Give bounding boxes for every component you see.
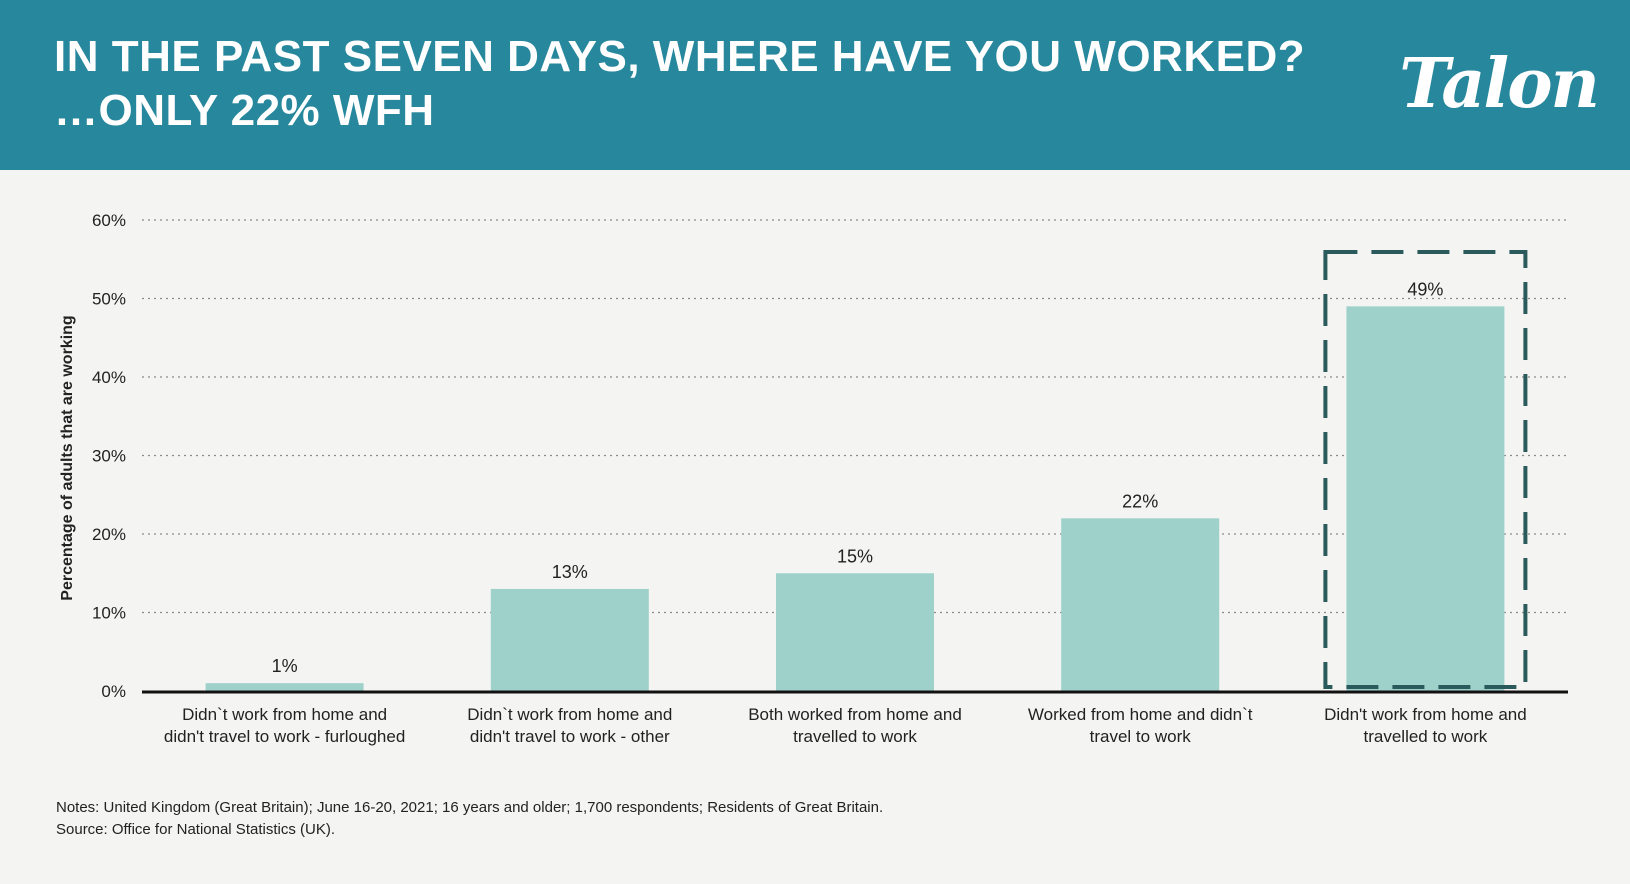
y-axis-ticks: 0% 10% 20% 30% 40% 50% 60% [92, 211, 126, 701]
x-tick-label: Both worked from home and [748, 705, 962, 724]
bar-value-label: 15% [837, 546, 873, 566]
chart-title-line-1: IN THE PAST SEVEN DAYS, WHERE HAVE YOU W… [54, 32, 1306, 81]
y-tick-label: 60% [92, 211, 126, 230]
bar-value-label: 49% [1407, 279, 1443, 299]
x-tick-label: Didn't work from home and [1324, 705, 1527, 724]
talon-logo: Talon [1399, 44, 1600, 124]
bar [1346, 306, 1505, 691]
x-tick-label: travelled to work [793, 727, 917, 746]
y-tick-label: 20% [92, 525, 126, 544]
x-tick-label: didn't travel to work - furloughed [164, 727, 405, 746]
bar [1061, 518, 1220, 691]
bar-value-label: 13% [552, 562, 588, 582]
bars [205, 306, 1505, 691]
x-tick-label: travelled to work [1364, 727, 1488, 746]
y-tick-label: 50% [92, 290, 126, 309]
source-text: Source: Office for National Statistics (… [56, 821, 335, 838]
bar-value-label: 22% [1122, 491, 1158, 511]
bar-chart: 0% 10% 20% 30% 40% 50% 60% 1% 13% 15% 22% 49% Didn… [59, 211, 1568, 746]
x-axis-labels: Didn`t work from home and didn't travel t… [164, 705, 1527, 746]
bar-value-label: 1% [272, 656, 298, 676]
bar [205, 683, 364, 691]
x-tick-label: Didn`t work from home and [182, 705, 387, 724]
highlight-dashed-box [1323, 250, 1528, 689]
bar [776, 573, 934, 691]
x-tick-label: didn't travel to work - other [470, 727, 670, 746]
y-tick-label: 30% [92, 447, 126, 466]
header-banner: IN THE PAST SEVEN DAYS, WHERE HAVE YOU W… [0, 0, 1630, 170]
x-tick-label: Didn`t work from home and [467, 705, 672, 724]
notes-text: Notes: United Kingdom (Great Britain); J… [56, 799, 884, 816]
data-labels: 1% 13% 15% 22% 49% [272, 279, 1444, 676]
x-tick-label: Worked from home and didn`t [1028, 705, 1253, 724]
gridlines [142, 219, 1568, 614]
chart-title-line-2: …ONLY 22% WFH [54, 86, 435, 135]
x-tick-label: travel to work [1090, 727, 1192, 746]
y-tick-label: 10% [92, 604, 126, 623]
y-axis-label: Percentage of adults that are working [59, 315, 76, 600]
y-tick-label: 40% [92, 368, 126, 387]
highlight-box [1323, 250, 1528, 689]
bar [490, 588, 649, 691]
y-tick-label: 0% [101, 682, 126, 701]
footer-notes: Notes: United Kingdom (Great Britain); J… [56, 797, 883, 841]
